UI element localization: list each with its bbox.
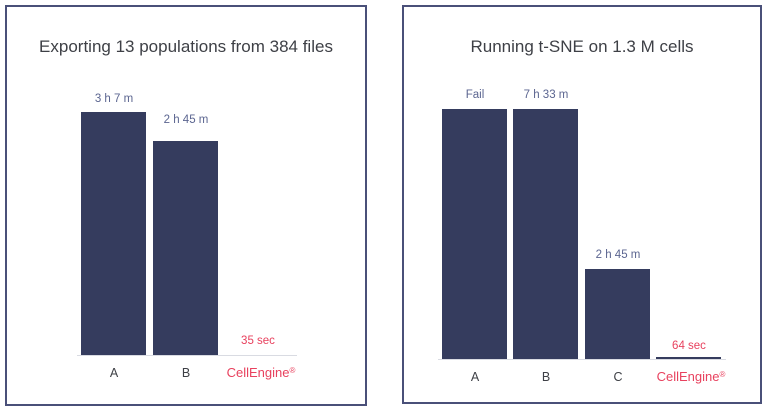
value-label-c: 2 h 45 m	[595, 249, 641, 261]
bar-a	[81, 112, 146, 355]
category-label-a: A	[109, 366, 119, 380]
value-label-b: 2 h 45 m	[163, 114, 209, 126]
category-label-a: A	[470, 370, 480, 384]
value-label-a: 3 h 7 m	[94, 93, 134, 105]
bar-b	[153, 141, 218, 355]
value-label-cellengine: 64 sec	[672, 340, 706, 352]
value-label-cellengine: 35 sec	[241, 335, 275, 347]
bar-b	[513, 109, 578, 359]
chart-title: Exporting 13 populations from 384 files	[39, 37, 333, 56]
value-label-a: Fail	[465, 89, 485, 101]
category-label-cellengine: CellEngine®	[656, 369, 726, 384]
bar-cellengine	[656, 357, 721, 359]
category-label-b: B	[541, 370, 551, 384]
bar-c	[585, 269, 650, 359]
category-label-cellengine: CellEngine®	[226, 365, 296, 380]
category-label-b: B	[181, 366, 191, 380]
bar-a	[442, 109, 507, 359]
x-axis-baseline	[438, 359, 726, 360]
value-label-b: 7 h 33 m	[523, 89, 569, 101]
x-axis-baseline	[77, 355, 297, 356]
category-label-c: C	[613, 370, 623, 384]
chart-title: Running t-SNE on 1.3 M cells	[470, 37, 694, 56]
